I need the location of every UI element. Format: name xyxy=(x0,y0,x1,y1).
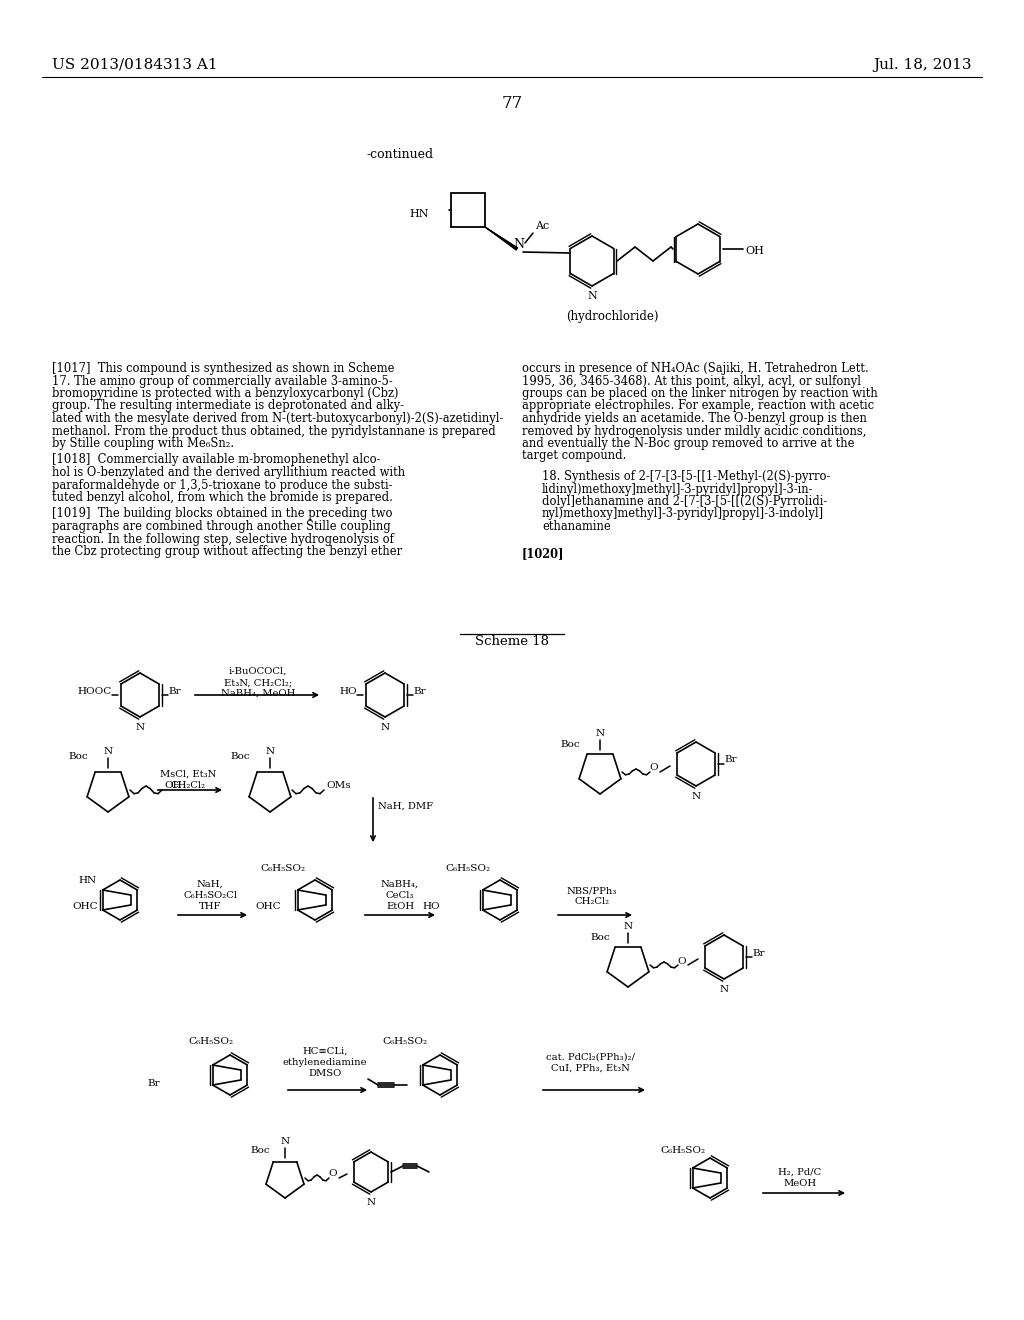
Text: bromopyridine is protected with a benzyloxycarbonyl (Cbz): bromopyridine is protected with a benzyl… xyxy=(52,387,398,400)
Text: [1019]  The building blocks obtained in the preceding two: [1019] The building blocks obtained in t… xyxy=(52,507,392,520)
Text: N: N xyxy=(624,921,633,931)
Text: Ac: Ac xyxy=(535,220,549,231)
Text: C₆H₅SO₂: C₆H₅SO₂ xyxy=(260,865,305,873)
Text: groups can be placed on the linker nitrogen by reaction with: groups can be placed on the linker nitro… xyxy=(522,387,878,400)
Text: target compound.: target compound. xyxy=(522,450,627,462)
Text: occurs in presence of NH₄OAc (Sajiki, H. Tetrahedron Lett.: occurs in presence of NH₄OAc (Sajiki, H.… xyxy=(522,362,868,375)
Text: OHC: OHC xyxy=(72,902,97,911)
Text: CuI, PPh₃, Et₃N: CuI, PPh₃, Et₃N xyxy=(551,1064,630,1073)
Text: by Stille coupling with Me₆Sn₂.: by Stille coupling with Me₆Sn₂. xyxy=(52,437,234,450)
Text: N: N xyxy=(513,239,524,252)
Text: 17. The amino group of commercially available 3-amino-5-: 17. The amino group of commercially avai… xyxy=(52,375,393,388)
Text: Boc: Boc xyxy=(590,933,609,942)
Text: Br: Br xyxy=(724,755,736,764)
Text: OHC: OHC xyxy=(255,902,281,911)
Text: HO: HO xyxy=(422,902,440,911)
Text: ethylenediamine: ethylenediamine xyxy=(283,1059,368,1067)
Text: C₆H₅SO₂: C₆H₅SO₂ xyxy=(188,1038,233,1045)
Text: 18. Synthesis of 2-[7-[3-[5-[[1-Methyl-(2(S)-pyrro-: 18. Synthesis of 2-[7-[3-[5-[[1-Methyl-(… xyxy=(542,470,830,483)
Text: anhydride yields an acetamide. The O-benzyl group is then: anhydride yields an acetamide. The O-ben… xyxy=(522,412,867,425)
Text: N: N xyxy=(691,792,700,801)
Text: CH₂Cl₂: CH₂Cl₂ xyxy=(574,898,609,906)
Text: OMs: OMs xyxy=(326,781,350,791)
Text: -continued: -continued xyxy=(367,148,433,161)
Text: N: N xyxy=(720,985,728,994)
Text: [1017]  This compound is synthesized as shown in Scheme: [1017] This compound is synthesized as s… xyxy=(52,362,394,375)
Text: nyl)methoxy]methyl]-3-pyridyl]propyl]-3-indolyl]: nyl)methoxy]methyl]-3-pyridyl]propyl]-3-… xyxy=(542,507,824,520)
Text: paraformaldehyde or 1,3,5-trioxane to produce the substi-: paraformaldehyde or 1,3,5-trioxane to pr… xyxy=(52,479,392,491)
Text: N: N xyxy=(103,747,113,756)
Text: O: O xyxy=(678,957,686,965)
Text: C₆H₅SO₂: C₆H₅SO₂ xyxy=(445,865,490,873)
Text: the Cbz protecting group without affecting the benzyl ether: the Cbz protecting group without affecti… xyxy=(52,545,402,558)
Text: C₆H₅SO₂Cl: C₆H₅SO₂Cl xyxy=(183,891,237,900)
Text: Scheme 18: Scheme 18 xyxy=(475,635,549,648)
Text: N: N xyxy=(281,1137,290,1146)
Text: C₆H₅SO₂: C₆H₅SO₂ xyxy=(382,1038,427,1045)
Text: US 2013/0184313 A1: US 2013/0184313 A1 xyxy=(52,58,218,73)
Text: O: O xyxy=(649,763,658,772)
Text: N: N xyxy=(367,1199,376,1206)
Text: methanol. From the product thus obtained, the pyridylstannane is prepared: methanol. From the product thus obtained… xyxy=(52,425,496,437)
Text: HN: HN xyxy=(410,209,429,219)
Text: [1018]  Commercially available m-bromophenethyl alco-: [1018] Commercially available m-bromophe… xyxy=(52,454,381,466)
Text: and eventually the N-Boc group removed to arrive at the: and eventually the N-Boc group removed t… xyxy=(522,437,854,450)
Text: DMSO: DMSO xyxy=(308,1069,342,1078)
Text: Boc: Boc xyxy=(68,752,88,762)
Text: Br: Br xyxy=(168,686,180,696)
Text: N: N xyxy=(595,729,604,738)
Text: Boc: Boc xyxy=(250,1146,269,1155)
Text: EtOH: EtOH xyxy=(386,902,414,911)
Text: H₂, Pd/C: H₂, Pd/C xyxy=(778,1168,821,1177)
Text: ethanamine: ethanamine xyxy=(542,520,610,533)
Text: paragraphs are combined through another Stille coupling: paragraphs are combined through another … xyxy=(52,520,391,533)
Text: 1995, 36, 3465-3468). At this point, alkyl, acyl, or sulfonyl: 1995, 36, 3465-3468). At this point, alk… xyxy=(522,375,861,388)
Text: HC≡CLi,: HC≡CLi, xyxy=(302,1047,348,1056)
Text: reaction. In the following step, selective hydrogenolysis of: reaction. In the following step, selecti… xyxy=(52,532,394,545)
Text: [1020]: [1020] xyxy=(522,546,564,560)
Text: Et₃N, CH₂Cl₂;: Et₃N, CH₂Cl₂; xyxy=(224,678,292,686)
Text: Br: Br xyxy=(413,686,426,696)
Text: NaH,: NaH, xyxy=(197,880,223,888)
Text: 77: 77 xyxy=(502,95,522,112)
Text: dolyl]ethanamine and 2-[7-[3-[5-[[(2(S)-Pyrrolidi-: dolyl]ethanamine and 2-[7-[3-[5-[[(2(S)-… xyxy=(542,495,827,508)
Text: OH: OH xyxy=(164,781,181,791)
Text: N: N xyxy=(381,723,389,733)
Text: Br: Br xyxy=(147,1078,160,1088)
Text: lidinyl)methoxy]methyl]-3-pyridyl]propyl]-3-in-: lidinyl)methoxy]methyl]-3-pyridyl]propyl… xyxy=(542,483,813,495)
Text: hol is O-benzylated and the derived aryllithium reacted with: hol is O-benzylated and the derived aryl… xyxy=(52,466,406,479)
Text: O: O xyxy=(329,1170,337,1179)
Text: NaH, DMF: NaH, DMF xyxy=(378,803,433,810)
Text: (hydrochloride): (hydrochloride) xyxy=(565,310,658,323)
Text: HN: HN xyxy=(78,876,96,884)
Text: N: N xyxy=(265,747,274,756)
Text: Boc: Boc xyxy=(230,752,250,762)
Text: i-BuOCOCl,: i-BuOCOCl, xyxy=(228,667,287,676)
Text: CH₂Cl₂: CH₂Cl₂ xyxy=(170,781,206,789)
Text: Br: Br xyxy=(752,949,765,957)
Text: Jul. 18, 2013: Jul. 18, 2013 xyxy=(873,58,972,73)
Text: Boc: Boc xyxy=(560,741,580,748)
Text: THF: THF xyxy=(199,902,221,911)
Text: HO: HO xyxy=(339,686,357,696)
Text: cat. PdCl₂(PPh₃)₂/: cat. PdCl₂(PPh₃)₂/ xyxy=(546,1053,635,1063)
Text: N: N xyxy=(587,290,597,301)
Text: MsCl, Et₃N: MsCl, Et₃N xyxy=(160,770,216,779)
Text: tuted benzyl alcohol, from which the bromide is prepared.: tuted benzyl alcohol, from which the bro… xyxy=(52,491,393,504)
Text: HOOC: HOOC xyxy=(78,686,112,696)
Text: C₆H₅SO₂: C₆H₅SO₂ xyxy=(660,1146,706,1155)
Text: NBS/PPh₃: NBS/PPh₃ xyxy=(567,886,617,895)
Text: NaBH₄,: NaBH₄, xyxy=(381,880,419,888)
Text: OH: OH xyxy=(745,246,764,256)
Text: group. The resulting intermediate is deprotonated and alky-: group. The resulting intermediate is dep… xyxy=(52,400,404,412)
Text: appropriate electrophiles. For example, reaction with acetic: appropriate electrophiles. For example, … xyxy=(522,400,874,412)
Text: lated with the mesylate derived from N-(tert-butoxycarbonyl)-2(S)-azetidinyl-: lated with the mesylate derived from N-(… xyxy=(52,412,504,425)
Text: removed by hydrogenolysis under mildly acidic conditions,: removed by hydrogenolysis under mildly a… xyxy=(522,425,866,437)
Text: CeCl₃: CeCl₃ xyxy=(386,891,414,900)
Text: MeOH: MeOH xyxy=(783,1179,816,1188)
Text: NaBH₄, MeOH: NaBH₄, MeOH xyxy=(221,689,295,698)
Text: N: N xyxy=(135,723,144,733)
